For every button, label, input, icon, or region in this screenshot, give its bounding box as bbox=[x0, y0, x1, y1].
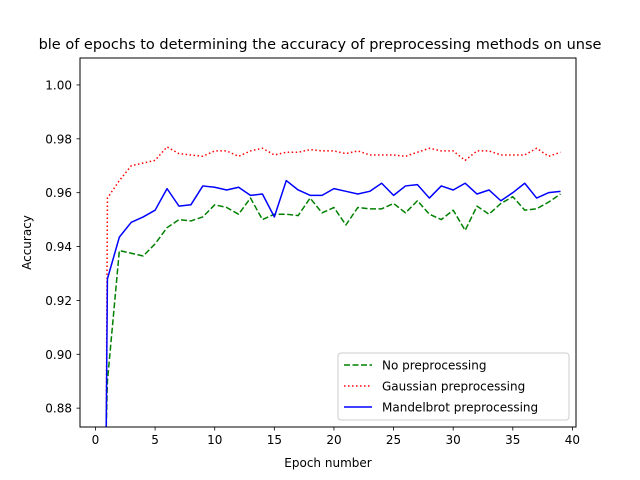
series-line-1 bbox=[105, 146, 561, 427]
chart-legend: No preprocessing Gaussian preprocessing Ma… bbox=[337, 352, 570, 421]
y-axis-ticks: 0.88 0.90 0.92 0.94 0.96 0.98 1.00 bbox=[45, 78, 80, 416]
x-tick-label: 35 bbox=[505, 433, 520, 447]
legend-label: No preprocessing bbox=[382, 359, 486, 373]
legend-box bbox=[337, 352, 570, 421]
y-tick-label: 0.98 bbox=[45, 132, 72, 146]
series-layer bbox=[105, 146, 561, 427]
x-tick-label: 20 bbox=[326, 433, 341, 447]
x-tick-label: 10 bbox=[207, 433, 222, 447]
x-tick-label: 15 bbox=[267, 433, 282, 447]
y-tick-label: 0.88 bbox=[45, 402, 72, 416]
x-tick-label: 25 bbox=[386, 433, 401, 447]
series-line-2 bbox=[105, 179, 561, 427]
y-tick-label: 0.92 bbox=[45, 294, 72, 308]
plot-frame bbox=[79, 57, 577, 428]
x-tick-label: 0 bbox=[92, 433, 100, 447]
legend-label: Mandelbrot preprocessing bbox=[382, 401, 538, 415]
y-tick-label: 0.94 bbox=[45, 240, 72, 254]
x-axis-label: Epoch number bbox=[284, 456, 371, 470]
y-tick-label: 0.90 bbox=[45, 348, 72, 362]
y-tick-label: 0.96 bbox=[45, 186, 72, 200]
x-tick-label: 30 bbox=[446, 433, 461, 447]
y-tick-label: 1.00 bbox=[45, 78, 72, 92]
y-axis-label: Accuracy bbox=[20, 215, 34, 270]
chart-title: ble of epochs to determining the accurac… bbox=[39, 37, 602, 53]
x-tick-label: 40 bbox=[565, 433, 580, 447]
legend-label: Gaussian preprocessing bbox=[382, 380, 525, 394]
x-tick-label: 5 bbox=[151, 433, 159, 447]
x-axis-ticks: 0 5 10 15 20 25 30 35 40 bbox=[92, 427, 580, 447]
